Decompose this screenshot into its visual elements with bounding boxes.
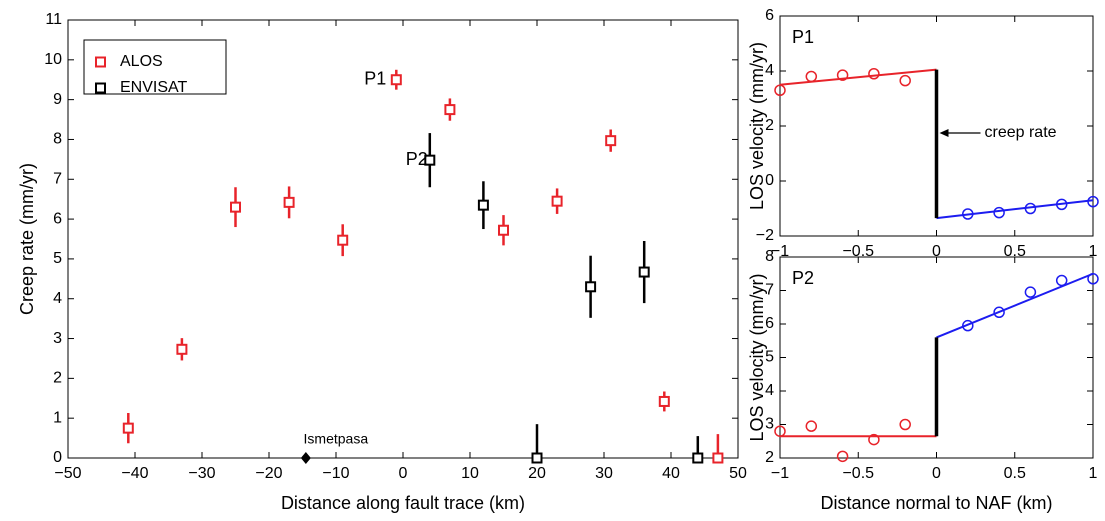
point <box>899 74 911 87</box>
point <box>868 68 880 80</box>
legend-label: ALOS <box>120 53 163 70</box>
y-tick-label: 2 <box>765 117 774 134</box>
y-axis-label: LOS velocity (mm/yr) <box>747 42 767 210</box>
point <box>444 104 456 116</box>
point <box>176 343 188 355</box>
point <box>424 154 436 166</box>
point <box>692 452 704 464</box>
point <box>585 281 597 293</box>
x-tick-label: −0.5 <box>842 465 874 482</box>
y-tick-label: 2 <box>53 370 62 387</box>
landmark-marker <box>300 452 311 464</box>
point <box>658 395 670 407</box>
point <box>230 201 241 213</box>
x-axis-label: Distance normal to NAF (km) <box>820 493 1052 513</box>
x-tick-label: 0 <box>932 243 941 260</box>
y-axis-label: LOS velocity (mm/yr) <box>747 273 767 441</box>
legend-marker <box>95 56 106 68</box>
x-axis-label: Distance along fault trace (km) <box>281 493 525 513</box>
point <box>283 196 295 208</box>
y-tick-label: 0 <box>53 449 62 466</box>
point <box>1024 286 1037 298</box>
fit-line <box>936 272 1094 339</box>
point <box>122 422 134 434</box>
point <box>774 84 786 96</box>
y-axis-label: Creep rate (mm/yr) <box>17 163 37 315</box>
x-tick-label: 40 <box>662 465 680 482</box>
point <box>993 306 1005 319</box>
x-tick-label: 0 <box>932 465 941 482</box>
y-tick-label: 10 <box>44 51 62 68</box>
x-tick-label: 1 <box>1089 243 1098 260</box>
x-tick-label: −50 <box>54 465 81 482</box>
x-tick-label: −20 <box>255 465 282 482</box>
x-tick-label: 0.5 <box>1004 243 1026 260</box>
y-tick-label: 5 <box>53 250 62 267</box>
x-tick-label: −1 <box>771 243 789 260</box>
point <box>836 450 849 463</box>
y-tick-label: 6 <box>765 7 774 24</box>
point <box>638 266 650 278</box>
y-tick-label: 3 <box>765 416 774 433</box>
y-tick-label: 4 <box>765 382 774 399</box>
point <box>805 420 818 432</box>
y-tick-label: 7 <box>53 170 62 187</box>
point <box>993 206 1005 219</box>
x-tick-label: −0.5 <box>842 243 874 260</box>
point <box>899 418 911 431</box>
legend-marker <box>95 82 106 94</box>
fit-line <box>779 68 937 86</box>
annotation: P2 <box>406 149 428 169</box>
x-tick-label: 30 <box>595 465 613 482</box>
point <box>498 224 509 236</box>
x-tick-label: 0 <box>399 465 408 482</box>
y-tick-label: 6 <box>765 315 774 332</box>
y-tick-label: 6 <box>53 210 62 227</box>
point <box>477 199 489 211</box>
landmark-label: Ismetpasa <box>304 431 369 447</box>
y-tick-label: 2 <box>765 449 774 466</box>
x-tick-label: 20 <box>528 465 546 482</box>
annotation: P1 <box>364 68 386 88</box>
legend-label: ENVISAT <box>120 79 188 96</box>
y-tick-label: 7 <box>765 282 774 299</box>
legend-box <box>83 39 227 95</box>
x-tick-label: 50 <box>729 465 747 482</box>
y-tick-label: 8 <box>765 248 774 265</box>
y-tick-label: 3 <box>53 330 62 347</box>
y-tick-label: 1 <box>53 409 62 426</box>
point <box>836 69 849 81</box>
y-tick-label: 4 <box>765 62 774 79</box>
y-tick-label: 4 <box>53 290 62 307</box>
arrow-head <box>939 129 949 137</box>
y-tick-label: 8 <box>53 131 62 148</box>
x-tick-label: 1 <box>1089 465 1098 482</box>
x-tick-label: −1 <box>771 465 789 482</box>
y-tick-label: 11 <box>45 11 62 28</box>
x-tick-label: 10 <box>461 465 479 482</box>
panel-title: P2 <box>792 268 814 288</box>
point <box>868 433 880 446</box>
y-tick-label: 9 <box>53 91 62 108</box>
point <box>390 74 402 86</box>
point <box>337 234 349 246</box>
point <box>551 195 563 207</box>
y-tick-label: 5 <box>765 349 774 366</box>
fit-line <box>936 199 1094 220</box>
point <box>531 452 543 464</box>
point <box>712 452 724 464</box>
y-tick-label: 0 <box>765 172 774 189</box>
annotation: creep rate <box>985 124 1057 141</box>
plot-frame <box>67 19 739 459</box>
y-tick-label: −2 <box>756 227 774 244</box>
x-tick-label: −40 <box>121 465 148 482</box>
x-tick-label: −10 <box>322 465 349 482</box>
x-tick-label: 0.5 <box>1004 465 1026 482</box>
x-tick-label: −30 <box>188 465 215 482</box>
panel-title: P1 <box>792 27 814 47</box>
point <box>605 135 617 147</box>
